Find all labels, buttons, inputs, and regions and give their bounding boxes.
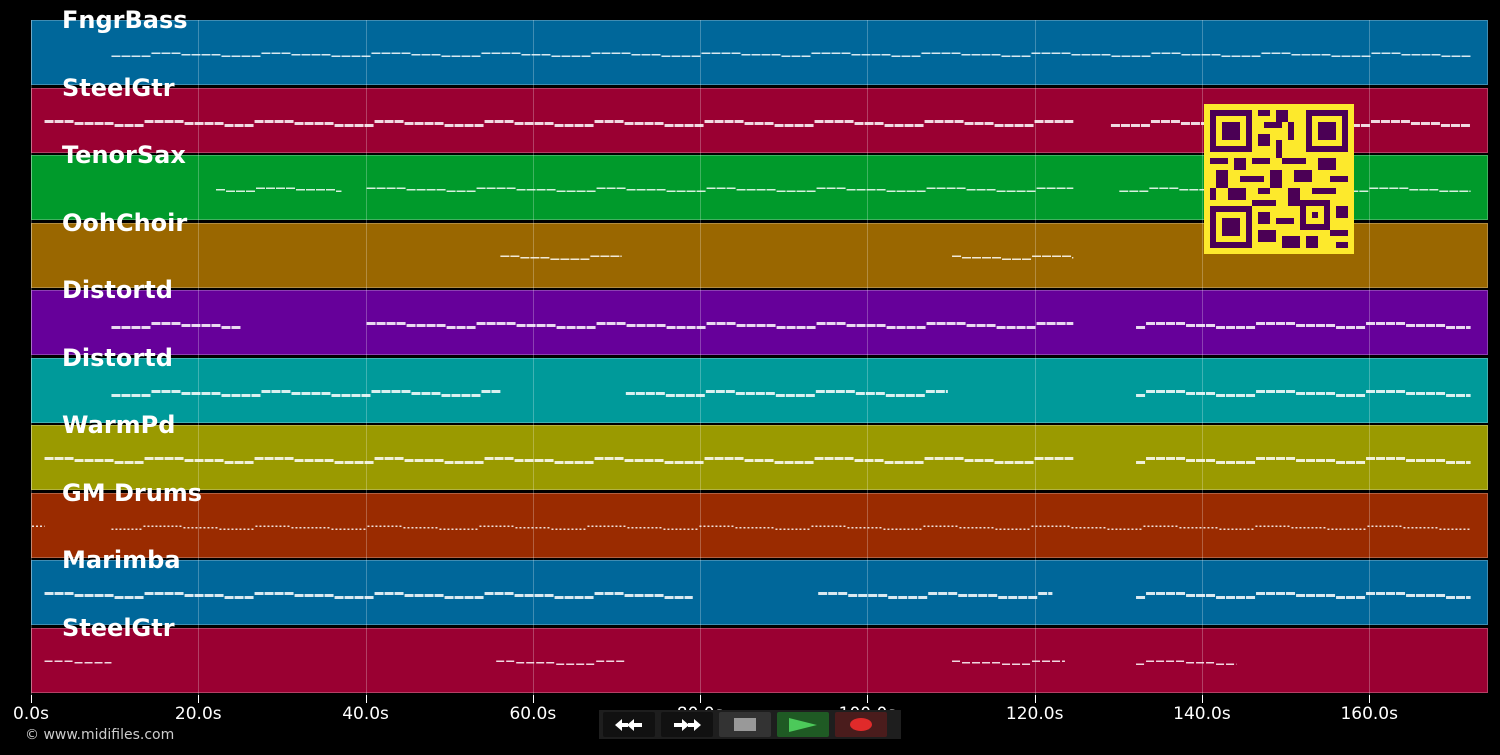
note-events bbox=[44, 119, 1470, 127]
copyright-text: © www.midifiles.com bbox=[25, 727, 175, 743]
note-events bbox=[111, 389, 1471, 397]
note-events bbox=[111, 52, 1471, 57]
note-events bbox=[44, 457, 1471, 464]
axis-tick-label: 0.0s bbox=[13, 704, 49, 724]
axis-tick bbox=[1369, 695, 1371, 703]
track-label: FngrBass bbox=[62, 6, 188, 34]
gridline bbox=[532, 20, 534, 695]
track-8: Marimba bbox=[31, 548, 1488, 625]
qr-code-image bbox=[1210, 110, 1348, 248]
track-7: GM Drums bbox=[31, 481, 1488, 558]
note-events bbox=[32, 525, 1470, 530]
track-label: TenorSax bbox=[62, 141, 186, 169]
track-label: Distortd bbox=[62, 276, 173, 304]
axis-tick bbox=[365, 695, 367, 703]
axis-tick bbox=[31, 695, 32, 703]
gridline bbox=[1369, 20, 1371, 695]
record-icon bbox=[850, 718, 872, 731]
rewind-button[interactable] bbox=[603, 712, 655, 737]
track-label: SteelGtr bbox=[62, 613, 175, 642]
axis-tick-label: 160.0s bbox=[1340, 704, 1398, 724]
axis-tick bbox=[700, 695, 702, 703]
stop-button[interactable] bbox=[719, 712, 771, 737]
note-events bbox=[44, 592, 1471, 599]
piano-roll: FngrBass SteelGtr TenorSax OohChoir Distortd… bbox=[31, 8, 1488, 695]
axis-tick-label: 20.0s bbox=[174, 704, 222, 724]
rewind-icon bbox=[615, 718, 642, 731]
track-label: SteelGtr bbox=[62, 73, 175, 102]
track-0: FngrBass bbox=[31, 8, 1488, 85]
track-label: OohChoir bbox=[62, 208, 188, 237]
track-5: Distortd bbox=[31, 346, 1488, 423]
play-icon bbox=[789, 717, 817, 732]
axis-tick-label: 140.0s bbox=[1173, 704, 1231, 724]
gridline bbox=[1201, 20, 1203, 695]
axis-tick bbox=[1201, 695, 1203, 703]
axis-tick-label: 120.0s bbox=[1005, 704, 1064, 724]
fast-forward-button[interactable] bbox=[661, 712, 713, 737]
track-label: Marimba bbox=[62, 546, 181, 574]
axis-tick bbox=[867, 695, 869, 703]
axis-tick bbox=[198, 695, 200, 703]
record-button[interactable] bbox=[835, 712, 887, 737]
gridline bbox=[867, 20, 869, 695]
stop-icon bbox=[734, 718, 756, 731]
track-label: WarmPd bbox=[62, 411, 176, 439]
axis-tick-label: 60.0s bbox=[509, 704, 557, 724]
axis-tick bbox=[1034, 695, 1036, 703]
track-label: Distortd bbox=[62, 343, 173, 372]
track-6: WarmPd bbox=[31, 413, 1488, 490]
note-events bbox=[111, 322, 1471, 329]
gridline bbox=[1034, 20, 1036, 695]
gridline bbox=[365, 20, 367, 695]
play-button[interactable] bbox=[777, 712, 829, 737]
gridline bbox=[198, 20, 200, 695]
qr-code bbox=[1204, 104, 1354, 254]
fast-forward-icon bbox=[674, 718, 701, 731]
playback-controls bbox=[599, 710, 901, 739]
axis-tick-label: 40.0s bbox=[342, 704, 389, 724]
note-events bbox=[44, 660, 1237, 665]
axis-tick bbox=[532, 695, 534, 703]
track-label: GM Drums bbox=[62, 478, 203, 507]
track-9: SteelGtr bbox=[31, 616, 1488, 693]
gridline bbox=[31, 20, 32, 695]
track-4: Distortd bbox=[31, 278, 1488, 355]
gridline bbox=[700, 20, 702, 695]
note-events bbox=[500, 255, 1074, 260]
